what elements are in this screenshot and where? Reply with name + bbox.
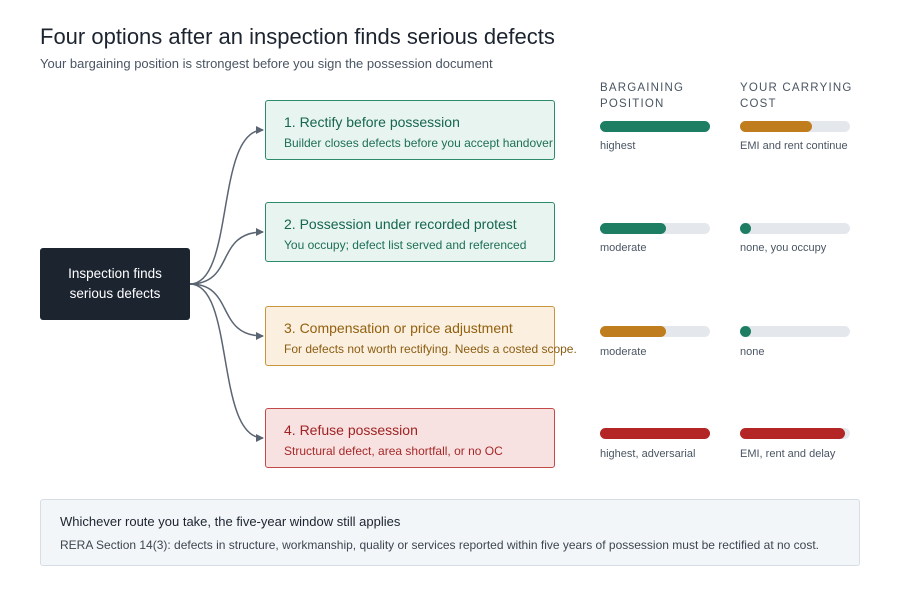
bargaining-label-1: highest bbox=[600, 140, 636, 152]
bargaining-bar-fill bbox=[600, 428, 710, 439]
page-subtitle: Your bargaining position is strongest be… bbox=[40, 56, 493, 71]
bargaining-bar-4 bbox=[600, 428, 710, 439]
bargaining-bar-1 bbox=[600, 121, 710, 132]
connector-option-3 bbox=[189, 283, 264, 340]
source-node-label: Inspection finds serious defects bbox=[68, 266, 162, 301]
cost-bar-fill bbox=[740, 223, 751, 234]
cost-label-2: none, you occupy bbox=[740, 242, 827, 254]
option-title: 1. Rectify before possession bbox=[284, 114, 460, 130]
note-title: Whichever route you take, the five-year … bbox=[60, 514, 401, 529]
option-description: Structural defect, area shortfall, or no… bbox=[284, 444, 503, 458]
bargaining-bar-fill bbox=[600, 223, 666, 234]
source-node: Inspection finds serious defects bbox=[40, 248, 190, 320]
bargaining-column-header: BARGAINING POSITION bbox=[600, 82, 685, 110]
bargaining-bar-fill bbox=[600, 326, 666, 337]
option-card-1: 1. Rectify before possession Builder clo… bbox=[265, 100, 555, 160]
option-title: 4. Refuse possession bbox=[284, 422, 418, 438]
connector-option-2 bbox=[189, 228, 264, 285]
option-card-3: 3. Compensation or price adjustment For … bbox=[265, 306, 577, 366]
cost-label-4: EMI, rent and delay bbox=[740, 448, 836, 460]
cost-column-header: YOUR CARRYING COST bbox=[740, 82, 853, 110]
cost-bar-fill bbox=[740, 428, 845, 439]
bargaining-label-3: moderate bbox=[600, 346, 647, 358]
option-description: You occupy; defect list served and refer… bbox=[284, 238, 527, 252]
cost-bar-2 bbox=[740, 223, 850, 234]
option-card-4: 4. Refuse possession Structural defect, … bbox=[265, 408, 555, 468]
option-title: 2. Possession under recorded protest bbox=[284, 216, 517, 232]
bargaining-bar-3 bbox=[600, 326, 710, 337]
cost-bar-fill bbox=[740, 326, 751, 337]
bargaining-bar-fill bbox=[600, 121, 710, 132]
connector-option-4 bbox=[189, 283, 264, 442]
option-card-2: 2. Possession under recorded protest You… bbox=[265, 202, 555, 262]
cost-label-3: none bbox=[740, 346, 765, 358]
cost-bar-4 bbox=[740, 428, 850, 439]
option-description: For defects not worth rectifying. Needs … bbox=[284, 342, 577, 356]
cost-bar-1 bbox=[740, 121, 850, 132]
option-title: 3. Compensation or price adjustment bbox=[284, 320, 513, 336]
bargaining-label-2: moderate bbox=[600, 242, 647, 254]
option-description: Builder closes defects before you accept… bbox=[284, 136, 553, 150]
note-body: RERA Section 14(3): defects in structure… bbox=[60, 538, 820, 552]
cost-bar-3 bbox=[740, 326, 850, 337]
page-title: Four options after an inspection finds s… bbox=[40, 24, 555, 49]
cost-bar-fill bbox=[740, 121, 812, 132]
bargaining-label-4: highest, adversarial bbox=[600, 448, 696, 460]
bargaining-bar-2 bbox=[600, 223, 710, 234]
cost-label-1: EMI and rent continue bbox=[740, 140, 848, 152]
connector-option-1 bbox=[189, 126, 264, 285]
five-year-window-note: Whichever route you take, the five-year … bbox=[40, 499, 860, 566]
